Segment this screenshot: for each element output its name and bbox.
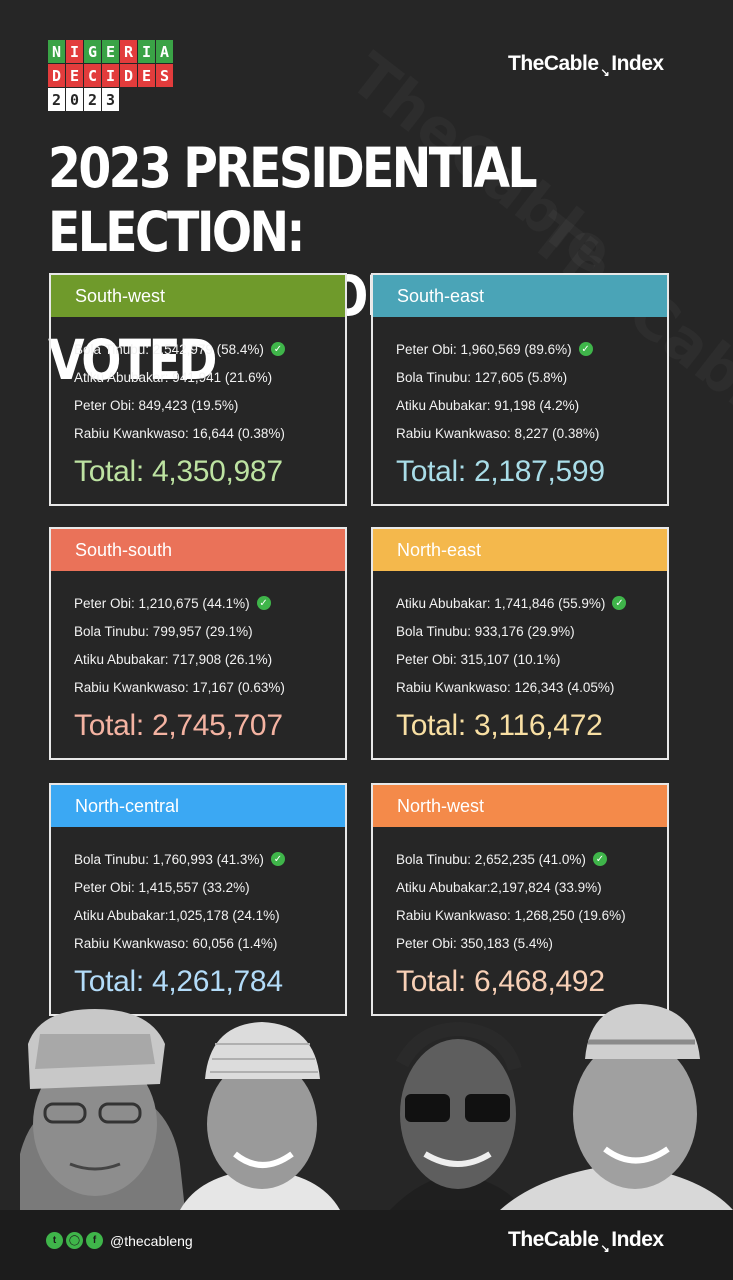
candidate-photos (20, 1004, 733, 1210)
check-icon: ✓ (612, 596, 627, 610)
result-row: Atiku Abubakar: 1,741,846 (55.9%) ✓ (396, 589, 667, 617)
brand-index: Index (611, 1228, 664, 1251)
result-row: Atiku Abubakar:1,025,178 (24.1%) (74, 907, 280, 923)
result-row: Rabiu Kwankwaso: 8,227 (0.38%) (396, 425, 600, 441)
facebook-icon[interactable]: f (86, 1232, 103, 1249)
zone-header: North-central (51, 785, 345, 827)
zone-card-north-east: North-east Atiku Abubakar: 1,741,846 (55… (371, 527, 669, 760)
zone-card-south-east: South-east Peter Obi: 1,960,569 (89.6%) ✓… (371, 273, 669, 506)
result-row: Bola Tinubu: 127,605 (5.8%) (396, 369, 568, 385)
result-row: Atiku Abubakar: 91,198 (4.2%) (396, 397, 580, 413)
zone-header: South-west (51, 275, 345, 317)
logo-tile: S (156, 64, 173, 87)
zone-header: South-south (51, 529, 345, 571)
thecable-index-logo: TheCable ↘ Index (508, 52, 664, 79)
result-row: Peter Obi: 350,183 (5.4%) (396, 935, 553, 951)
logo-tile: N (48, 40, 65, 63)
zone-header: North-west (373, 785, 667, 827)
result-row: Bola Tinubu: 2,542,979 (58.4%) ✓ (74, 335, 345, 363)
result-text: Peter Obi: 1,210,675 (44.1%) (74, 595, 250, 611)
zone-total: Total: 4,261,784 (74, 965, 283, 998)
result-text: Atiku Abubakar: 1,741,846 (55.9%) (396, 595, 606, 611)
zone-card-north-west: North-west Bola Tinubu: 2,652,235 (41.0%… (371, 783, 669, 1016)
result-text: Bola Tinubu: 2,542,979 (58.4%) (74, 341, 264, 357)
zone-card-south-west: South-west Bola Tinubu: 2,542,979 (58.4%… (49, 273, 347, 506)
logo-tile: I (66, 40, 83, 63)
result-row: Peter Obi: 1,415,557 (33.2%) (74, 879, 250, 895)
logo-tile: R (120, 40, 137, 63)
result-row: Atiku Abubakar: 717,908 (26.1%) (74, 651, 273, 667)
result-row: Peter Obi: 1,960,569 (89.6%) ✓ (396, 335, 667, 363)
result-text: Bola Tinubu: 1,760,993 (41.3%) (74, 851, 264, 867)
social-links: t ◯ f @thecableng (46, 1232, 193, 1249)
logo-tile: E (138, 64, 155, 87)
brand-name: TheCable (508, 1228, 599, 1251)
logo-tile: 2 (48, 88, 65, 111)
logo-tile: I (138, 40, 155, 63)
result-row: Rabiu Kwankwaso: 60,056 (1.4%) (74, 935, 278, 951)
zone-total: Total: 2,745,707 (74, 709, 283, 742)
zone-total: Total: 4,350,987 (74, 455, 283, 488)
zone-header: South-east (373, 275, 667, 317)
logo-tile: I (102, 64, 119, 87)
title-line-1: 2023 PRESIDENTIAL ELECTION: (48, 136, 538, 264)
check-icon: ✓ (578, 342, 593, 356)
result-row: Bola Tinubu: 799,957 (29.1%) (74, 623, 253, 639)
result-row: Bola Tinubu: 2,652,235 (41.0%) ✓ (396, 845, 667, 873)
footer: t ◯ f @thecableng (0, 1210, 733, 1280)
candidate-photo-atiku (180, 1022, 340, 1210)
result-row: Rabiu Kwankwaso: 16,644 (0.38%) (74, 425, 285, 441)
logo-tile: E (66, 64, 83, 87)
logo-tile: G (84, 40, 101, 63)
logo-tile: C (84, 64, 101, 87)
check-icon: ✓ (592, 852, 607, 866)
result-row: Rabiu Kwankwaso: 126,343 (4.05%) (396, 679, 615, 695)
logo-tile: 2 (84, 88, 101, 111)
result-row: Atiku Abubakar:2,197,824 (33.9%) (396, 879, 602, 895)
result-row: Rabiu Kwankwaso: 1,268,250 (19.6%) (396, 907, 626, 923)
zone-total: Total: 3,116,472 (396, 709, 603, 742)
logo-tile: E (102, 40, 119, 63)
brand-index: Index (611, 52, 664, 75)
result-row: Atiku Abubakar: 941,941 (21.6%) (74, 369, 273, 385)
brand-name: TheCable (508, 52, 599, 75)
logo-tile: D (120, 64, 137, 87)
check-icon: ✓ (270, 342, 285, 356)
candidate-photo-tinubu (20, 1009, 185, 1210)
candidate-photo-obi (390, 1021, 525, 1210)
logo-row-decides: D E C I D E S (48, 64, 173, 87)
result-row: Bola Tinubu: 1,760,993 (41.3%) ✓ (74, 845, 345, 873)
logo-tile: A (156, 40, 173, 63)
logo-tile: 0 (66, 88, 83, 111)
logo-row-year: 2 0 2 3 (48, 88, 173, 111)
result-row: Peter Obi: 1,210,675 (44.1%) ✓ (74, 589, 345, 617)
instagram-icon[interactable]: ◯ (66, 1232, 83, 1249)
arrow-icon: ↘ (600, 67, 610, 79)
zone-header: North-east (373, 529, 667, 571)
candidate-photo-kwankwaso (500, 1004, 733, 1210)
result-row: Bola Tinubu: 933,176 (29.9%) (396, 623, 575, 639)
logo-row-nigeria: N I G E R I A (48, 40, 173, 63)
zone-card-north-central: North-central Bola Tinubu: 1,760,993 (41… (49, 783, 347, 1016)
result-row: Peter Obi: 849,423 (19.5%) (74, 397, 239, 413)
result-text: Bola Tinubu: 2,652,235 (41.0%) (396, 851, 586, 867)
zone-total: Total: 6,468,492 (396, 965, 605, 998)
social-handle[interactable]: @thecableng (110, 1232, 193, 1249)
zone-card-south-south: South-south Peter Obi: 1,210,675 (44.1%)… (49, 527, 347, 760)
thecable-index-logo-footer: TheCable ↘ Index (508, 1228, 664, 1255)
result-row: Peter Obi: 315,107 (10.1%) (396, 651, 561, 667)
nigeria-decides-logo: N I G E R I A D E C I D E S 2 0 2 3 (48, 40, 173, 112)
logo-tile: D (48, 64, 65, 87)
check-icon: ✓ (270, 852, 285, 866)
result-row: Rabiu Kwankwaso: 17,167 (0.63%) (74, 679, 285, 695)
logo-tile: 3 (102, 88, 119, 111)
twitter-icon[interactable]: t (46, 1232, 63, 1249)
result-text: Peter Obi: 1,960,569 (89.6%) (396, 341, 572, 357)
zone-total: Total: 2,187,599 (396, 455, 605, 488)
arrow-icon: ↘ (600, 1243, 610, 1255)
check-icon: ✓ (256, 596, 271, 610)
